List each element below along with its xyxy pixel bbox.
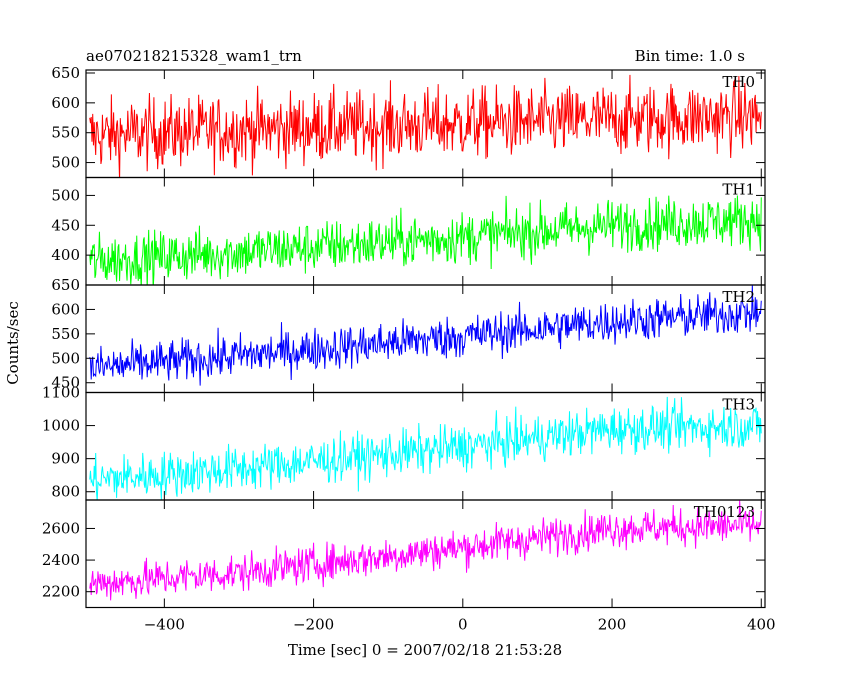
chart-title: ae070218215328_wam1_trn [86, 47, 302, 65]
x-tick-label: −400 [144, 616, 185, 634]
x-tick-label: 0 [458, 616, 468, 634]
y-tick-label: 2400 [42, 551, 80, 569]
panel-th0: 500 550 600 650 TH0 [51, 64, 766, 179]
panels-group: 500 550 600 650 TH0 400 450 500 TH1 450 500 550 600 6… [42, 64, 776, 634]
x-tick-label: 400 [747, 616, 776, 634]
y-tick-label: 650 [51, 64, 80, 82]
y-tick-label: 450 [51, 216, 80, 234]
panel-th2: 450 500 550 600 650 TH2 [51, 276, 766, 394]
series-line-th0 [89, 74, 762, 178]
y-tick-label: 800 [51, 483, 80, 501]
y-tick-label: 500 [51, 349, 80, 367]
series-line-th0123 [89, 500, 762, 601]
panel-th1: 400 450 500 TH1 [51, 176, 766, 286]
x-tick-label: 200 [598, 616, 627, 634]
series-line-th3 [89, 396, 762, 500]
panel-label: TH2 [722, 288, 755, 306]
panel-label: TH1 [722, 181, 755, 199]
y-tick-label: 550 [51, 325, 80, 343]
y-tick-label: 900 [51, 450, 80, 468]
y-tick-label: 2200 [42, 583, 80, 601]
y-tick-label: 2600 [42, 519, 80, 537]
y-tick-label: 400 [51, 246, 80, 264]
y-tick-label: 600 [51, 300, 80, 318]
y-tick-label: 600 [51, 94, 80, 112]
y-tick-label: 500 [51, 154, 80, 172]
x-axis-label: Time [sec] 0 = 2007/02/18 21:53:28 [288, 641, 562, 659]
x-tick-label: −200 [293, 616, 334, 634]
panel-label: TH0 [722, 73, 755, 91]
panel-th3: 800 900 1000 1100 TH3 [42, 384, 766, 501]
panel-th0123: 2200 2400 2600 TH0123 [42, 499, 766, 609]
panel-frame [85, 499, 766, 609]
y-tick-label: 550 [51, 124, 80, 142]
bin-time-label: Bin time: 1.0 s [635, 47, 745, 65]
series-line-th2 [89, 285, 762, 386]
y-tick-label: 650 [51, 276, 80, 294]
y-tick-label: 1100 [42, 384, 80, 402]
y-axis-label: Counts/sec [4, 301, 22, 385]
panel-label: TH0123 [694, 503, 755, 521]
series-line-th1 [89, 195, 762, 285]
y-tick-label: 450 [51, 374, 80, 392]
panel-label: TH3 [722, 396, 755, 414]
y-tick-label: 1000 [42, 417, 80, 435]
y-tick-label: 500 [51, 186, 80, 204]
